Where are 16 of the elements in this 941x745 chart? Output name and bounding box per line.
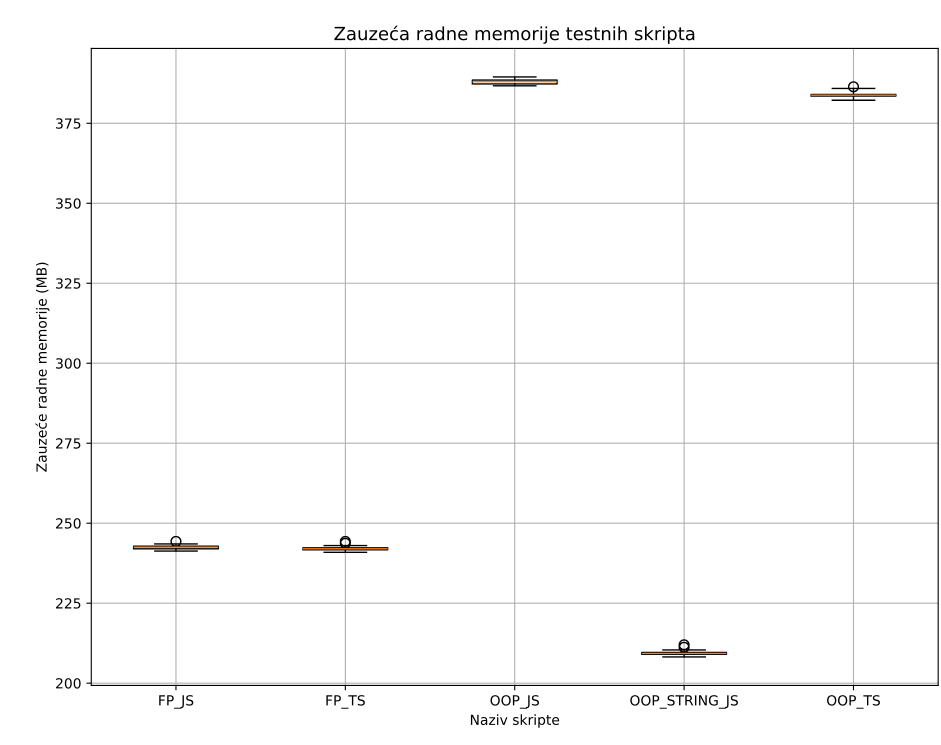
y-tick-label: 325	[56, 278, 80, 289]
x-tick-label: OOP_TS	[827, 695, 880, 709]
x-tick-label: FP_TS	[326, 695, 365, 709]
x-tick-label: FP_JS	[159, 695, 194, 709]
y-tick-label: 225	[56, 598, 80, 609]
y-tick-label: 200	[56, 678, 81, 689]
y-tick-label: 350	[56, 198, 81, 209]
y-tick-label: 250	[56, 518, 81, 529]
y-tick-label: 275	[56, 438, 80, 449]
x-axis-title: Naziv skripte	[470, 714, 560, 728]
x-tick-label: OOP_STRING_JS	[630, 695, 738, 709]
x-tick-label: OOP_JS	[490, 695, 539, 709]
chart-title: Zauzeća radne memorije testnih skripta	[334, 26, 694, 44]
y-tick-label: 375	[56, 118, 80, 129]
y-axis-title: Zauzeće radne memorije (MB)	[35, 262, 50, 472]
y-tick-label: 300	[56, 358, 81, 369]
